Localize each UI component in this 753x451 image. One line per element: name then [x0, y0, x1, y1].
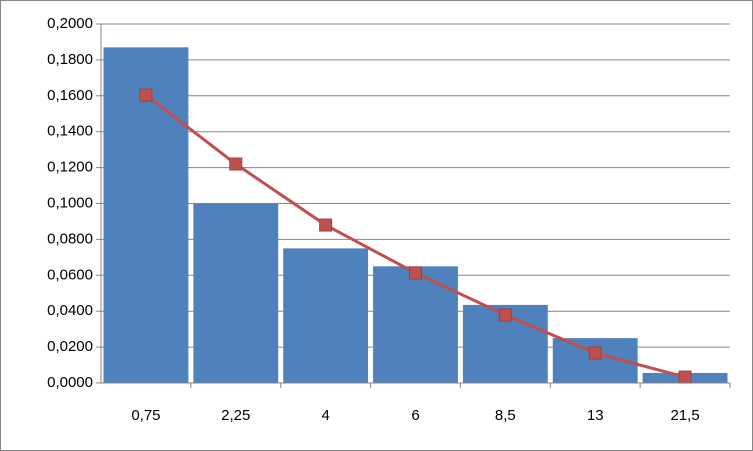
y-tick-label: 0,1400 [47, 123, 93, 140]
x-tick-label: 6 [411, 407, 419, 424]
y-tick-label: 0,0600 [47, 266, 93, 283]
line-marker [139, 88, 153, 102]
line-marker [588, 346, 602, 360]
x-tick-label: 21,5 [670, 407, 699, 424]
bar [283, 248, 369, 383]
y-tick-label: 0,0800 [47, 230, 93, 247]
y-tick-label: 0,1000 [47, 194, 93, 211]
y-tick-label: 0,0400 [47, 302, 93, 319]
x-tick-label: 8,5 [495, 407, 516, 424]
x-tick-label: 0,75 [131, 407, 160, 424]
y-tick-label: 0,2000 [47, 15, 93, 32]
x-tick-label: 13 [587, 407, 604, 424]
line-marker [229, 157, 243, 171]
bar [373, 266, 458, 383]
x-tick-label: 2,25 [221, 407, 250, 424]
y-tick-label: 0,1800 [47, 51, 93, 68]
y-tick-label: 0,0200 [47, 338, 93, 355]
bar [103, 47, 189, 384]
line-marker [678, 370, 692, 384]
bar [193, 203, 279, 383]
x-tick-label: 4 [321, 407, 329, 424]
line-marker [409, 266, 422, 280]
line-marker [498, 308, 512, 322]
y-tick-label: 0,1200 [47, 159, 93, 176]
y-tick-label: 0,0000 [47, 374, 93, 391]
y-tick-label: 0,1600 [47, 87, 93, 104]
line-marker [319, 218, 333, 232]
